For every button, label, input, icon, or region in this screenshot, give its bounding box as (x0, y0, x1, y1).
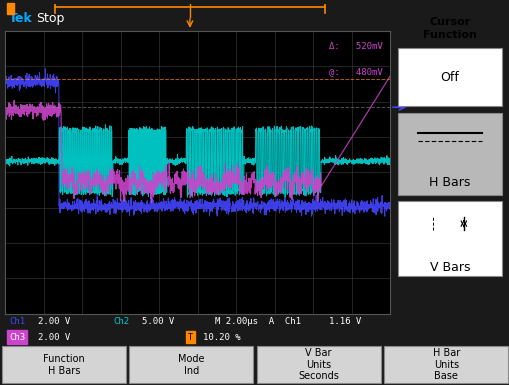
FancyBboxPatch shape (398, 201, 501, 276)
Text: V Bars: V Bars (429, 261, 469, 275)
Text: V Bar
Units
Seconds: V Bar Units Seconds (298, 348, 338, 382)
Bar (256, 346, 380, 383)
FancyBboxPatch shape (398, 113, 501, 195)
Text: Mode
Ind: Mode Ind (178, 354, 204, 376)
Text: 1.16 V: 1.16 V (328, 316, 360, 326)
Text: T: T (188, 333, 192, 341)
Text: Ch2: Ch2 (112, 316, 129, 326)
Text: Off: Off (440, 70, 459, 84)
Text: T: T (8, 4, 14, 14)
Bar (383, 346, 507, 383)
Bar (2, 346, 126, 383)
Text: M 2.00μs  A  Ch1: M 2.00μs A Ch1 (214, 316, 300, 326)
Text: Function
H Bars: Function H Bars (43, 354, 84, 376)
Text: Δ:   520mV: Δ: 520mV (328, 42, 382, 51)
Text: Cursor
Function: Cursor Function (422, 17, 476, 40)
Text: 2.00 V: 2.00 V (38, 316, 70, 326)
Text: H Bar
Units
Base: H Bar Units Base (432, 348, 459, 382)
Text: Stop: Stop (36, 12, 64, 25)
FancyBboxPatch shape (398, 48, 501, 106)
Text: Ch3: Ch3 (9, 333, 25, 341)
Text: H Bars: H Bars (429, 176, 470, 189)
Text: Ch1: Ch1 (9, 316, 25, 326)
Text: 2.00 V: 2.00 V (38, 333, 70, 341)
Text: 5.00 V: 5.00 V (142, 316, 174, 326)
Bar (129, 346, 253, 383)
Text: @:   480mV: @: 480mV (328, 68, 382, 77)
Text: 10.20 %: 10.20 % (203, 333, 241, 341)
Text: Tek: Tek (9, 12, 33, 25)
